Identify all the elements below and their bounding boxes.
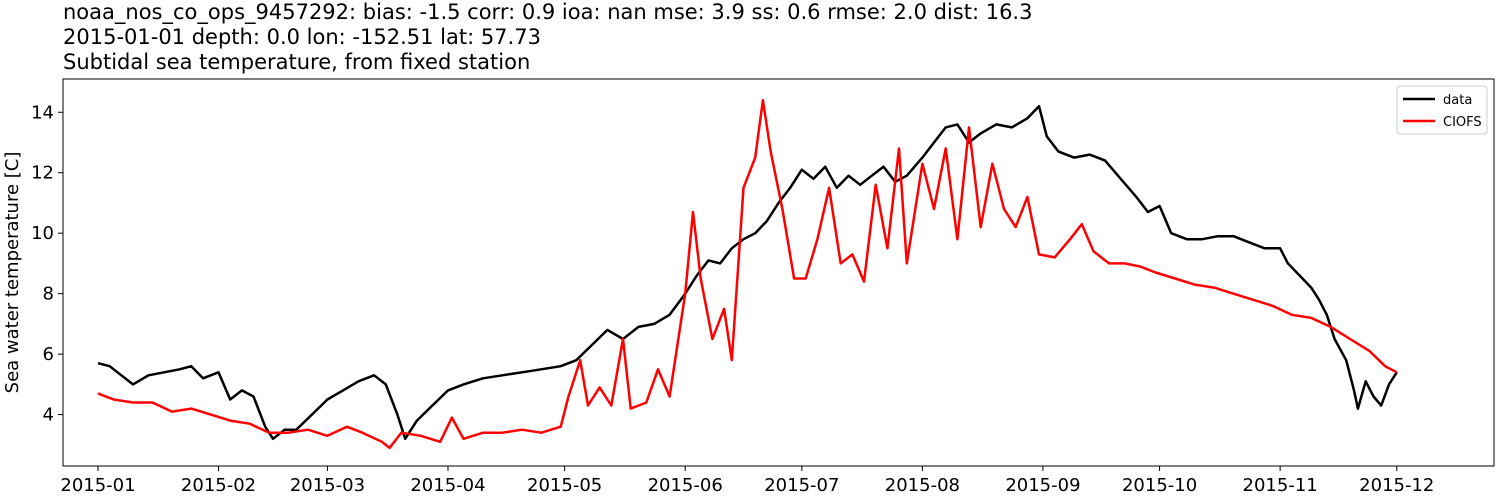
legend: data CIOFS [1396, 85, 1488, 135]
title-line-station: 2015-01-01 depth: 0.0 lon: -152.51 lat: … [63, 25, 541, 49]
y-tick-label: 10 [31, 223, 54, 244]
legend-label-data: data [1443, 93, 1472, 108]
title-line-description: Subtidal sea temperature, from fixed sta… [63, 50, 531, 74]
x-tick-label: 2015-07 [764, 475, 839, 496]
y-tick-label: 4 [43, 405, 54, 426]
plot-frame [62, 78, 1495, 467]
y-tick-label: 12 [31, 163, 54, 184]
x-axis: 2015-01 2015-02 2015-03 2015-04 2015-05 2015-… [60, 466, 1434, 496]
y-tick-label: 8 [43, 284, 54, 305]
series-line-data [97, 104, 1398, 441]
series-line-ciofs [97, 98, 1398, 450]
chart-title: noaa_nos_co_ops_9457292: bias: -1.5 corr… [63, 0, 1032, 75]
x-tick-label: 2015-09 [1005, 475, 1080, 496]
y-tick-label: 14 [31, 102, 54, 123]
x-tick-label: 2015-12 [1359, 475, 1434, 496]
x-tick-label: 2015-05 [527, 475, 602, 496]
x-tick-label: 2015-01 [60, 475, 135, 496]
x-tick-label: 2015-03 [290, 475, 365, 496]
x-tick-label: 2015-10 [1122, 475, 1197, 496]
x-tick-label: 2015-08 [885, 475, 960, 496]
title-line-stats: noaa_nos_co_ops_9457292: bias: -1.5 corr… [63, 0, 1033, 24]
x-tick-label: 2015-02 [181, 475, 256, 496]
y-axis: 4 6 8 10 12 14 [31, 102, 63, 426]
x-tick-label: 2015-06 [648, 475, 723, 496]
x-tick-label: 2015-04 [410, 475, 485, 496]
legend-label-ciofs: CIOFS [1443, 115, 1482, 130]
y-axis-label: Sea water temperature [C] [2, 152, 23, 394]
series-layer [97, 98, 1398, 450]
x-tick-label: 2015-11 [1243, 475, 1318, 496]
y-tick-label: 6 [43, 344, 54, 365]
